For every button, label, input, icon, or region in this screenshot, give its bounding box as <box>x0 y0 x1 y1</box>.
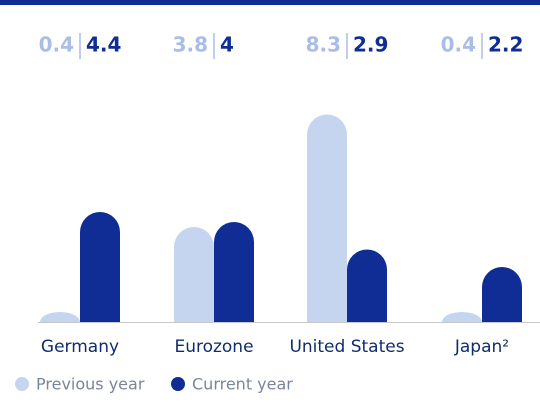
value-label: 2.9 <box>353 33 388 57</box>
value-label: 0.4 <box>39 33 74 57</box>
bar <box>80 212 120 322</box>
legend-label: Current year <box>192 375 293 394</box>
value-label: 2.2 <box>488 33 523 57</box>
bar <box>40 312 80 322</box>
x-tick-label: Germany <box>41 337 119 357</box>
value-label: 4.4 <box>86 33 121 57</box>
value-label: 3.8 <box>173 33 208 57</box>
x-tick-label: Eurozone <box>174 337 253 357</box>
x-tick-label: United States <box>289 337 404 357</box>
bar <box>174 227 214 322</box>
value-label: 0.4 <box>441 33 476 57</box>
legend-swatch <box>15 377 29 391</box>
bar <box>214 222 254 322</box>
top-rule <box>0 0 540 5</box>
bar <box>482 267 522 322</box>
bar <box>442 312 482 322</box>
bar <box>307 114 347 322</box>
legend-label: Previous year <box>36 375 145 394</box>
value-label: 4 <box>220 33 234 57</box>
bar <box>347 249 387 322</box>
legend-swatch <box>171 377 185 391</box>
value-label: 8.3 <box>306 33 341 57</box>
x-tick-label: Japan² <box>454 337 509 357</box>
